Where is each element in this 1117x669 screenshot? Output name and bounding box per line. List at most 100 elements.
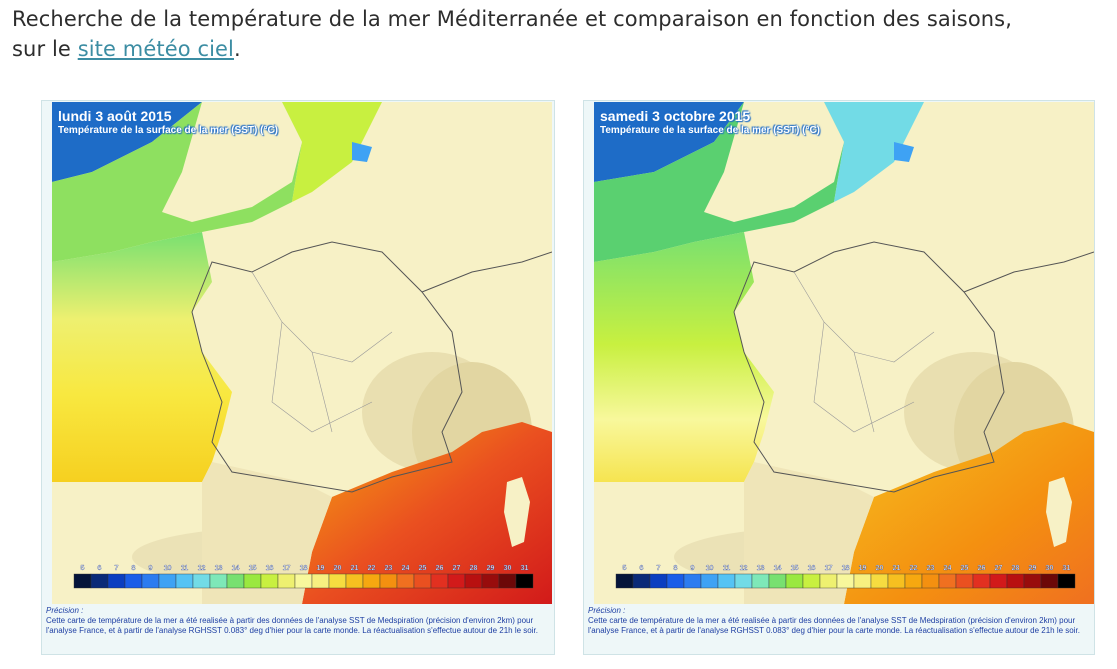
legend-swatch (498, 573, 517, 589)
legend-bar-august: 5 6 7 8 9 10 11 12 13 14 15 16 17 18 19 20 21 22 23 24 25 26 2… (73, 565, 534, 589)
legend-tick-label: 16 (266, 565, 274, 572)
legend-tick-label: 22 (910, 565, 918, 572)
legend-tick-label: 25 (961, 565, 969, 572)
legend-swatch (836, 573, 855, 589)
sst-map-august: 5 6 7 8 9 10 11 12 13 14 15 16 17 18 19 20 21 22 23 24 25 26 2… (52, 102, 552, 604)
legend-swatch (632, 573, 651, 589)
legend-tick-label: 22 (368, 565, 376, 572)
legend-tick-label: 5 (81, 565, 85, 572)
legend-tick-label: 28 (470, 565, 478, 572)
legend-tick-label: 11 (723, 565, 731, 572)
legend-tick-label: 27 (453, 565, 461, 572)
intro-text: Recherche de la température de la mer Mé… (12, 4, 1112, 64)
legend-swatch (345, 573, 364, 589)
legend-tick-label: 6 (640, 565, 644, 572)
legend-tick-label: 29 (1029, 565, 1037, 572)
map-date-august: lundi 3 août 2015 (58, 108, 172, 124)
legend-tick-label: 11 (181, 565, 189, 572)
legend-tick-label: 16 (808, 565, 816, 572)
legend-swatch (904, 573, 923, 589)
legend-swatch (73, 573, 92, 589)
intro-line: Recherche de la température de la mer Mé… (12, 7, 1012, 31)
legend-swatch (1023, 573, 1042, 589)
sst-map-panel-august: 5 6 7 8 9 10 11 12 13 14 15 16 17 18 19 20 21 22 23 24 25 26 2… (41, 100, 555, 655)
legend-swatch (158, 573, 177, 589)
legend-swatch (802, 573, 821, 589)
legend-tick-label: 23 (927, 565, 935, 572)
precision-label: Précision : (46, 606, 84, 615)
legend-swatch (362, 573, 381, 589)
precision-text: Cette carte de température de la mer a é… (46, 616, 538, 635)
legend-swatch (447, 573, 466, 589)
legend-swatch (955, 573, 974, 589)
legend-swatch (430, 573, 449, 589)
legend-tick-label: 7 (657, 565, 661, 572)
legend-tick-label: 29 (487, 565, 495, 572)
map-august-graphic: 5 6 7 8 9 10 11 12 13 14 15 16 17 18 19 20 21 22 23 24 25 26 2… (52, 102, 552, 604)
legend-swatch (870, 573, 889, 589)
legend-tick-label: 12 (198, 565, 206, 572)
legend-tick-label: 14 (232, 565, 240, 572)
legend-tick-label: 15 (791, 565, 799, 572)
precision-note-august: Précision : Cette carte de température d… (46, 606, 551, 636)
map-october-graphic: 5 6 7 8 9 10 11 12 13 14 15 16 17 18 19 20 21 22 23 24 25 26 2… (594, 102, 1094, 604)
legend-tick-label: 21 (351, 565, 359, 572)
legend-swatch (311, 573, 330, 589)
sst-map-october: 5 6 7 8 9 10 11 12 13 14 15 16 17 18 19 20 21 22 23 24 25 26 2… (594, 102, 1094, 604)
legend-tick-label: 20 (876, 565, 884, 572)
legend-bar-october: 5 6 7 8 9 10 11 12 13 14 15 16 17 18 19 20 21 22 23 24 25 26 2… (615, 565, 1076, 589)
meteo-ciel-link[interactable]: site météo ciel (77, 37, 234, 61)
legend-swatch (853, 573, 872, 589)
precision-text: Cette carte de température de la mer a é… (588, 616, 1080, 635)
precision-label: Précision : (588, 606, 626, 615)
legend-tick-label: 30 (504, 565, 512, 572)
legend-swatch (683, 573, 702, 589)
map-subtitle-august: Température de la surface de la mer (SST… (58, 125, 278, 136)
legend-swatch (717, 573, 736, 589)
legend-swatch (294, 573, 313, 589)
legend-tick-label: 9 (691, 565, 695, 572)
intro-suffix: . (234, 37, 241, 61)
map-date-october: samedi 3 octobre 2015 (600, 108, 751, 124)
legend-swatch (700, 573, 719, 589)
sst-map-panel-october: 5 6 7 8 9 10 11 12 13 14 15 16 17 18 19 20 21 22 23 24 25 26 2… (583, 100, 1095, 655)
legend-swatch (615, 573, 634, 589)
legend-tick-label: 31 (521, 565, 529, 572)
legend-swatch (819, 573, 838, 589)
legend-swatch (785, 573, 804, 589)
legend-tick-label: 17 (825, 565, 833, 572)
legend-swatch (887, 573, 906, 589)
legend-tick-label: 8 (132, 565, 136, 572)
legend-tick-label: 19 (859, 565, 867, 572)
legend-tick-label: 19 (317, 565, 325, 572)
legend-swatch (192, 573, 211, 589)
map-subtitle-october: Température de la surface de la mer (SST… (600, 125, 820, 136)
legend-swatch (515, 573, 534, 589)
legend-swatch (972, 573, 991, 589)
precision-note-october: Précision : Cette carte de température d… (588, 606, 1093, 636)
legend-swatch (751, 573, 770, 589)
legend-swatch (989, 573, 1008, 589)
legend-swatch (1057, 573, 1076, 589)
legend-tick-label: 17 (283, 565, 291, 572)
legend-tick-label: 24 (944, 565, 952, 572)
legend-tick-label: 5 (623, 565, 627, 572)
legend-swatch (209, 573, 228, 589)
legend-swatch (396, 573, 415, 589)
intro-prefix: sur le (12, 37, 78, 61)
legend-swatch (226, 573, 245, 589)
legend-swatch (328, 573, 347, 589)
legend-tick-label: 13 (757, 565, 765, 572)
legend-tick-label: 18 (300, 565, 308, 572)
legend-tick-label: 25 (419, 565, 427, 572)
legend-swatch (666, 573, 685, 589)
legend-tick-label: 28 (1012, 565, 1020, 572)
legend-tick-label: 26 (436, 565, 444, 572)
legend-swatch (768, 573, 787, 589)
legend-swatch (1040, 573, 1059, 589)
legend-swatch (277, 573, 296, 589)
legend-tick-label: 23 (385, 565, 393, 572)
legend-tick-label: 10 (164, 565, 172, 572)
legend-tick-label: 6 (98, 565, 102, 572)
legend-swatch (90, 573, 109, 589)
